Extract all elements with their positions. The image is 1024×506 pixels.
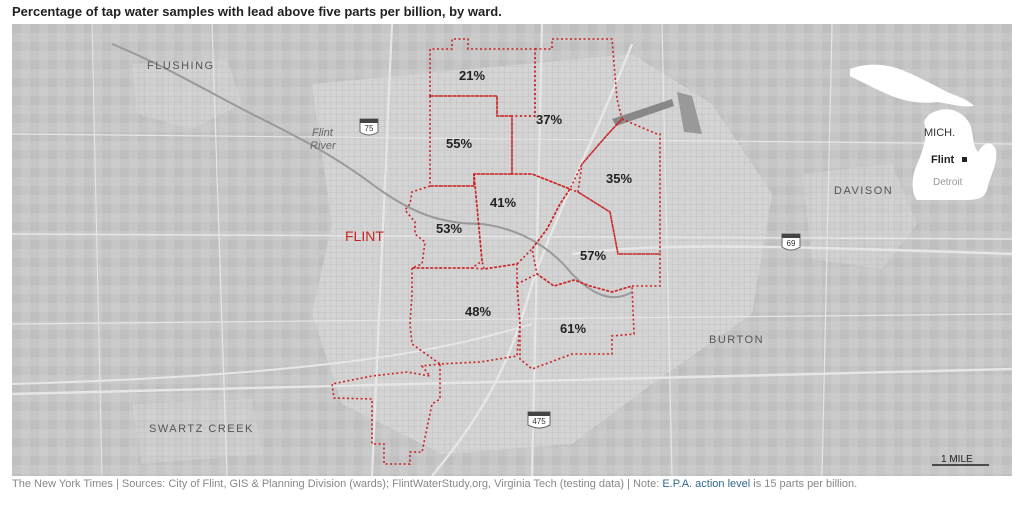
footer-sources: Sources: City of Flint, GIS & Planning D… (121, 478, 624, 490)
upper-peninsula-shape (850, 64, 974, 107)
road-network (12, 24, 1012, 476)
ward-8-southwest-boundary (331, 363, 441, 465)
i475-number: 475 (532, 417, 546, 426)
ward-4-value: 35% (606, 171, 632, 186)
ward-7-value: 57% (580, 248, 606, 263)
scale-bar-label: 1 MILE (941, 454, 973, 465)
place-label-swartz-creek: SWARTZ CREEK (149, 423, 254, 435)
ward-7-boundary (531, 188, 661, 293)
footer-note-prefix: Note: (632, 478, 660, 490)
reservoir (612, 99, 674, 126)
lake (677, 92, 702, 134)
ward-2-boundary (511, 38, 623, 191)
ward-boundaries (331, 38, 661, 465)
footer-sep-2: | (627, 478, 633, 490)
ward-8-value: 48% (465, 304, 491, 319)
i75-number: 75 (365, 124, 374, 133)
place-label-flushing: FLUSHING (147, 60, 215, 72)
michigan-locator-inset: MICH. Flint Detroit (850, 64, 997, 200)
inset-state-label: MICH. (924, 127, 955, 139)
footer-sep-1: | (115, 478, 122, 490)
river-label-line1: Flint (312, 127, 334, 139)
flint-river (111, 43, 633, 299)
i69-number: 69 (787, 239, 796, 248)
ward-3-value: 55% (446, 136, 472, 151)
source-footer: The New York Times | Sources: City of Fl… (12, 478, 857, 490)
ward-9-boundary (516, 273, 635, 370)
footer-note-suffix: is 15 parts per billion. (753, 478, 858, 490)
lower-peninsula-shape (912, 109, 997, 200)
ward-1-value: 21% (459, 68, 485, 83)
scale-bar: 1 MILE (932, 454, 989, 466)
ward-value-labels: 21% 37% 55% 35% 41% 53% 57% 48% 61% (436, 68, 632, 336)
ward-1-boundary (429, 38, 536, 117)
ward-5-value: 41% (490, 195, 516, 210)
epa-action-level-link[interactable]: E.P.A. action level (662, 478, 751, 490)
highway-shield-i475: 475 (527, 411, 551, 429)
place-label-burton: BURTON (709, 334, 764, 346)
footer-credit: The New York Times (12, 478, 113, 490)
flint-ward-map: 75 69 475 21% 37% 55% 35% 41% 53% 57% 48… (12, 24, 1012, 476)
inset-flint-marker (962, 157, 967, 162)
place-label-davison: DAVISON (834, 185, 893, 197)
inset-flint-label: Flint (931, 154, 955, 166)
highway-shield-i69: 69 (781, 233, 801, 251)
inset-detroit-label: Detroit (933, 177, 963, 188)
ward-6-boundary (403, 173, 483, 269)
ward-3-boundary (429, 95, 513, 187)
swartz-creek-urban (132, 399, 262, 464)
map-title: Percentage of tap water samples with lea… (12, 4, 502, 19)
ward-9-value: 61% (560, 321, 586, 336)
highway-shield-i75: 75 (359, 118, 379, 136)
ward-2-value: 37% (536, 112, 562, 127)
davison-urban (802, 164, 917, 269)
ward-6-value: 53% (436, 221, 462, 236)
river-label-line2: River (310, 140, 337, 152)
flint-city-label: FLINT (345, 228, 384, 244)
